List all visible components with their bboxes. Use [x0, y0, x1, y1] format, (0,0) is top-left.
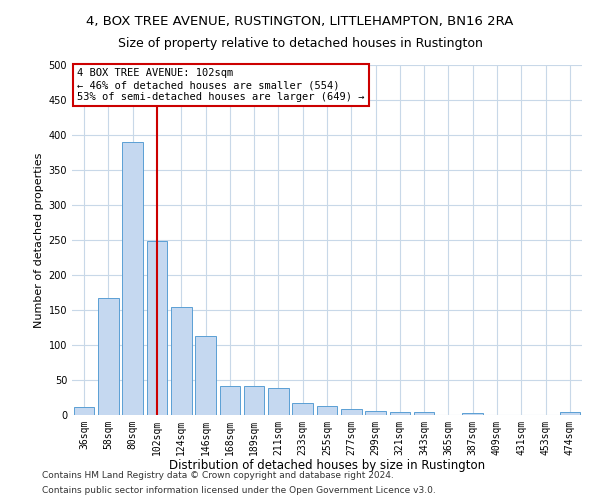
Bar — [341, 410, 362, 415]
Bar — [317, 406, 337, 415]
Bar — [98, 298, 119, 415]
Text: Size of property relative to detached houses in Rustington: Size of property relative to detached ho… — [118, 38, 482, 51]
Text: Contains public sector information licensed under the Open Government Licence v3: Contains public sector information licen… — [42, 486, 436, 495]
Bar — [414, 412, 434, 415]
Bar — [365, 411, 386, 415]
Bar — [389, 412, 410, 415]
Bar — [122, 142, 143, 415]
Bar — [268, 388, 289, 415]
Bar — [146, 242, 167, 415]
Bar — [195, 336, 216, 415]
Bar — [560, 412, 580, 415]
Bar — [171, 306, 191, 415]
X-axis label: Distribution of detached houses by size in Rustington: Distribution of detached houses by size … — [169, 460, 485, 472]
Bar — [292, 403, 313, 415]
Bar — [463, 413, 483, 415]
Text: Contains HM Land Registry data © Crown copyright and database right 2024.: Contains HM Land Registry data © Crown c… — [42, 471, 394, 480]
Bar — [74, 408, 94, 415]
Bar — [220, 386, 240, 415]
Y-axis label: Number of detached properties: Number of detached properties — [34, 152, 44, 328]
Text: 4, BOX TREE AVENUE, RUSTINGTON, LITTLEHAMPTON, BN16 2RA: 4, BOX TREE AVENUE, RUSTINGTON, LITTLEHA… — [86, 15, 514, 28]
Bar — [244, 386, 265, 415]
Text: 4 BOX TREE AVENUE: 102sqm
← 46% of detached houses are smaller (554)
53% of semi: 4 BOX TREE AVENUE: 102sqm ← 46% of detac… — [77, 68, 365, 102]
